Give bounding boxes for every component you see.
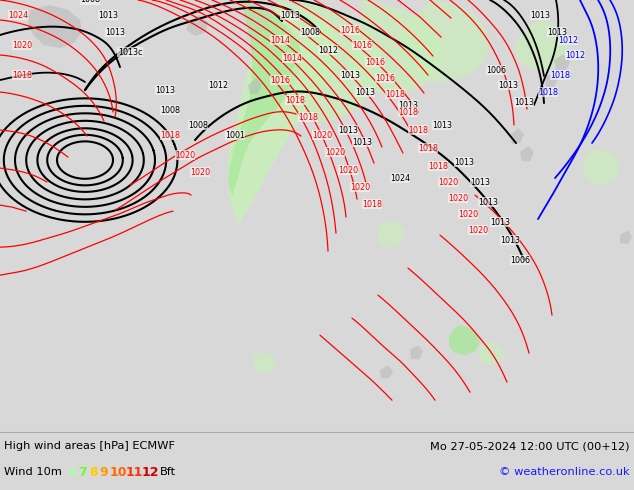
Text: 11: 11 xyxy=(126,466,143,479)
Text: Bft: Bft xyxy=(160,467,176,477)
Text: 7: 7 xyxy=(79,466,87,479)
Polygon shape xyxy=(248,78,262,94)
Text: 1013: 1013 xyxy=(155,86,175,95)
Text: 10: 10 xyxy=(110,466,127,479)
Text: 1024: 1024 xyxy=(8,10,28,20)
Text: 1013: 1013 xyxy=(498,80,518,90)
Text: 1018: 1018 xyxy=(362,199,382,209)
Text: 1020: 1020 xyxy=(448,194,468,202)
Text: 1012: 1012 xyxy=(558,35,578,45)
Text: 1012: 1012 xyxy=(565,50,585,59)
Text: 1013: 1013 xyxy=(355,88,375,97)
Text: 12: 12 xyxy=(142,466,160,479)
Text: 1018: 1018 xyxy=(550,71,570,79)
Text: 1013: 1013 xyxy=(432,121,452,129)
Text: 1020: 1020 xyxy=(350,183,370,192)
Text: 1020: 1020 xyxy=(12,41,32,49)
Polygon shape xyxy=(228,0,302,196)
Text: 1013: 1013 xyxy=(530,10,550,20)
Text: 1013: 1013 xyxy=(338,125,358,135)
Text: 1006: 1006 xyxy=(510,256,530,265)
Text: 1018: 1018 xyxy=(385,90,405,98)
Text: 8: 8 xyxy=(89,466,98,479)
Text: 1013c: 1013c xyxy=(118,48,142,56)
Text: Mo 27-05-2024 12:00 UTC (00+12): Mo 27-05-2024 12:00 UTC (00+12) xyxy=(430,441,630,451)
Text: 1020: 1020 xyxy=(338,166,358,174)
Text: 1008: 1008 xyxy=(300,27,320,37)
Text: 1020: 1020 xyxy=(312,130,332,140)
Text: 1018: 1018 xyxy=(398,108,418,117)
Polygon shape xyxy=(620,230,632,244)
Text: 1016: 1016 xyxy=(352,41,372,49)
Text: 1016: 1016 xyxy=(340,25,360,34)
Text: 1013: 1013 xyxy=(98,10,118,20)
Polygon shape xyxy=(253,352,276,373)
Text: 9: 9 xyxy=(100,466,108,479)
Text: 1018: 1018 xyxy=(418,144,438,152)
Text: © weatheronline.co.uk: © weatheronline.co.uk xyxy=(500,467,630,477)
Polygon shape xyxy=(377,220,404,248)
Text: 1008: 1008 xyxy=(160,105,180,115)
Text: 1018: 1018 xyxy=(160,130,180,140)
Text: 1018: 1018 xyxy=(428,162,448,171)
Polygon shape xyxy=(515,20,568,70)
Polygon shape xyxy=(520,146,534,161)
Text: 1013: 1013 xyxy=(478,197,498,207)
Text: 1016: 1016 xyxy=(365,57,385,67)
Polygon shape xyxy=(554,54,570,70)
Text: 1014: 1014 xyxy=(270,35,290,45)
Text: 1013: 1013 xyxy=(340,71,360,79)
Text: 1020: 1020 xyxy=(438,177,458,187)
Polygon shape xyxy=(348,0,442,94)
Text: 1018: 1018 xyxy=(298,113,318,122)
Text: 1024: 1024 xyxy=(390,173,410,183)
Polygon shape xyxy=(449,325,480,355)
Text: 1018: 1018 xyxy=(12,71,32,79)
Text: 1020: 1020 xyxy=(458,210,478,219)
Text: 1020: 1020 xyxy=(325,147,345,157)
Text: 1006: 1006 xyxy=(486,66,506,74)
Text: 1013: 1013 xyxy=(352,138,372,147)
Text: 1018: 1018 xyxy=(538,88,558,97)
Text: 1008: 1008 xyxy=(188,121,208,129)
Polygon shape xyxy=(582,150,620,184)
Text: 1012: 1012 xyxy=(208,80,228,90)
Text: 1013: 1013 xyxy=(470,177,490,187)
Text: 6: 6 xyxy=(68,466,77,479)
Polygon shape xyxy=(380,365,393,378)
Text: 1013: 1013 xyxy=(490,218,510,226)
Text: 1013: 1013 xyxy=(454,158,474,167)
Polygon shape xyxy=(410,345,423,359)
Polygon shape xyxy=(545,72,558,87)
Text: 1013: 1013 xyxy=(514,98,534,106)
Text: 1008: 1008 xyxy=(80,0,100,4)
Text: 1016: 1016 xyxy=(270,75,290,85)
Polygon shape xyxy=(478,341,504,365)
Text: 1013: 1013 xyxy=(398,100,418,110)
Polygon shape xyxy=(510,128,524,144)
Text: 1016: 1016 xyxy=(375,74,395,82)
Text: 1012: 1012 xyxy=(318,46,338,54)
Polygon shape xyxy=(400,0,488,82)
Polygon shape xyxy=(186,15,208,36)
Text: Wind 10m: Wind 10m xyxy=(4,467,62,477)
Text: 1020: 1020 xyxy=(468,225,488,235)
Text: 1013: 1013 xyxy=(280,10,300,20)
Text: 1018: 1018 xyxy=(408,125,428,135)
Text: 1001: 1001 xyxy=(225,130,245,140)
Text: 1013: 1013 xyxy=(105,27,125,37)
Text: 1013: 1013 xyxy=(500,236,520,245)
Polygon shape xyxy=(288,0,382,122)
Text: High wind areas [hPa] ECMWF: High wind areas [hPa] ECMWF xyxy=(4,441,175,451)
Polygon shape xyxy=(228,0,340,225)
Text: 1013: 1013 xyxy=(547,27,567,37)
Polygon shape xyxy=(28,5,82,48)
Text: 1020: 1020 xyxy=(190,168,210,176)
Text: 1020: 1020 xyxy=(175,150,195,160)
Text: 1014: 1014 xyxy=(282,53,302,63)
Text: 1018: 1018 xyxy=(285,96,305,104)
